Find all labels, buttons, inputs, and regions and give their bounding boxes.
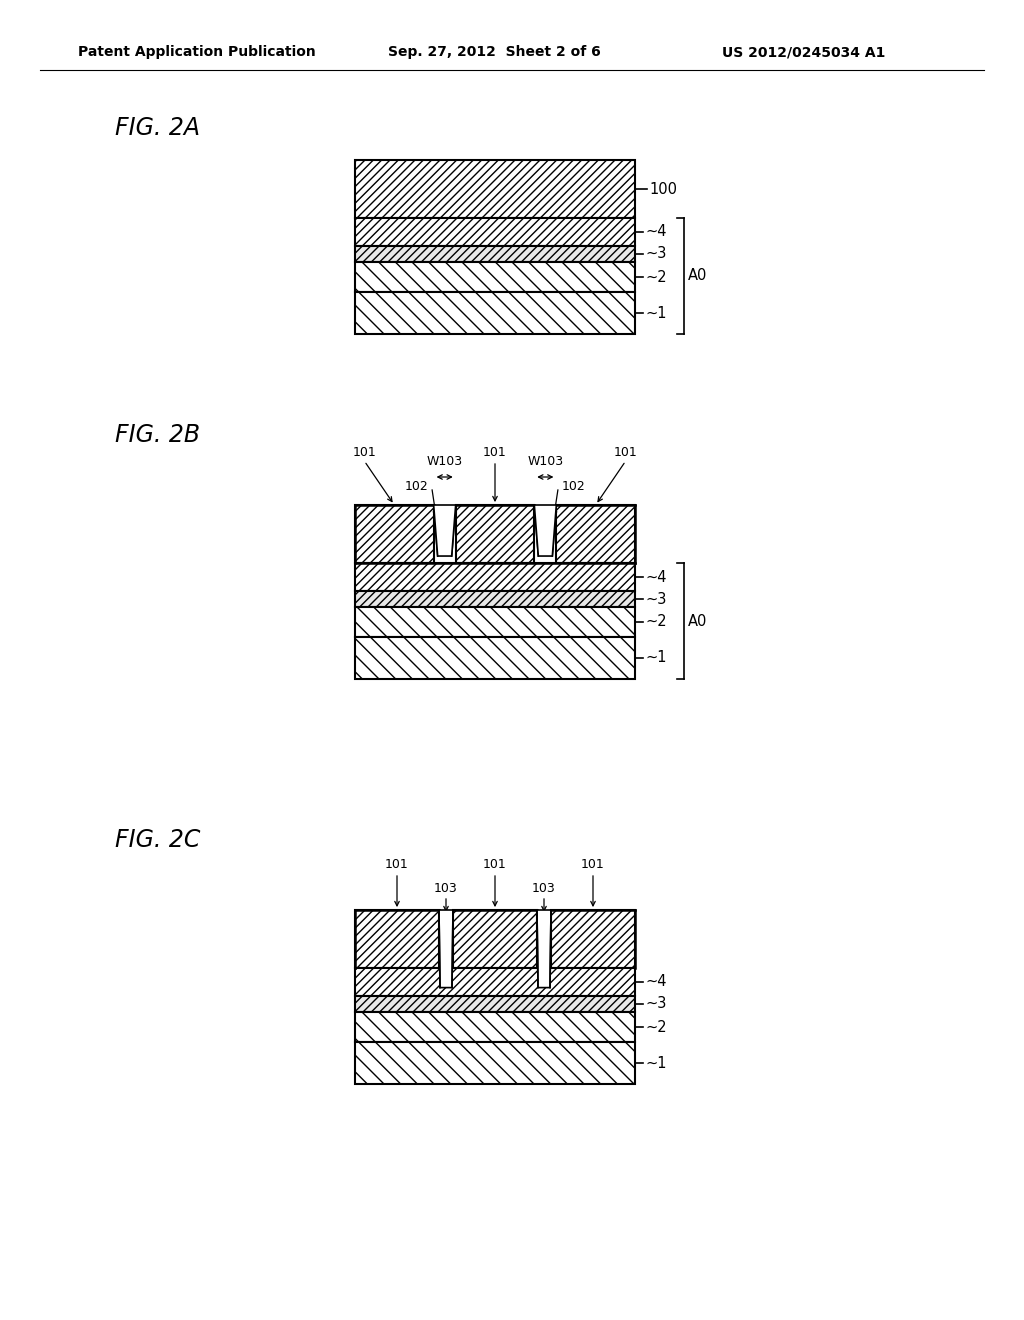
Bar	[551, 909, 635, 968]
Text: 100: 100	[649, 181, 677, 197]
Text: 103: 103	[434, 882, 458, 895]
Text: 102: 102	[561, 480, 585, 494]
Text: 103: 103	[532, 882, 556, 895]
Bar	[556, 506, 635, 564]
Bar	[355, 607, 635, 638]
Polygon shape	[537, 909, 551, 987]
Text: Patent Application Publication: Patent Application Publication	[78, 45, 315, 59]
Text: ∼4: ∼4	[645, 224, 667, 239]
Polygon shape	[439, 909, 453, 987]
Text: ∼2: ∼2	[645, 1019, 667, 1035]
Text: ∼3: ∼3	[645, 247, 667, 261]
Text: ∼1: ∼1	[645, 305, 667, 321]
Text: 101: 101	[613, 446, 638, 459]
Text: ∼3: ∼3	[645, 591, 667, 606]
Text: A0: A0	[688, 614, 708, 628]
Text: A0: A0	[688, 268, 708, 284]
Bar	[456, 506, 535, 564]
Bar	[355, 997, 635, 1012]
Text: ∼1: ∼1	[645, 651, 667, 665]
Text: 102: 102	[404, 480, 429, 494]
Text: W103: W103	[527, 455, 563, 469]
Bar	[453, 909, 537, 968]
Bar	[355, 591, 635, 607]
Text: 101: 101	[385, 858, 409, 871]
Text: W103: W103	[427, 455, 463, 469]
Text: FIG. 2A: FIG. 2A	[115, 116, 200, 140]
Bar	[355, 1012, 635, 1041]
Text: FIG. 2B: FIG. 2B	[115, 422, 200, 447]
Bar	[355, 160, 635, 218]
Bar	[355, 909, 439, 968]
Polygon shape	[535, 506, 556, 556]
Polygon shape	[434, 506, 456, 556]
Text: US 2012/0245034 A1: US 2012/0245034 A1	[722, 45, 886, 59]
Text: 101: 101	[483, 446, 507, 459]
Bar	[355, 261, 635, 292]
Text: 101: 101	[582, 858, 605, 871]
Text: ∼3: ∼3	[645, 997, 667, 1011]
Text: 101: 101	[352, 446, 376, 459]
Text: ∼4: ∼4	[645, 974, 667, 990]
Bar	[355, 968, 635, 997]
Bar	[355, 638, 635, 678]
Bar	[355, 1041, 635, 1084]
Text: FIG. 2C: FIG. 2C	[115, 828, 201, 851]
Text: ∼2: ∼2	[645, 615, 667, 630]
Bar	[355, 506, 434, 564]
Text: ∼4: ∼4	[645, 569, 667, 585]
Bar	[355, 292, 635, 334]
Bar	[355, 218, 635, 246]
Text: 101: 101	[483, 858, 507, 871]
Text: Sep. 27, 2012  Sheet 2 of 6: Sep. 27, 2012 Sheet 2 of 6	[388, 45, 601, 59]
Text: ∼1: ∼1	[645, 1056, 667, 1071]
Bar	[355, 246, 635, 261]
Bar	[355, 564, 635, 591]
Text: ∼2: ∼2	[645, 269, 667, 285]
